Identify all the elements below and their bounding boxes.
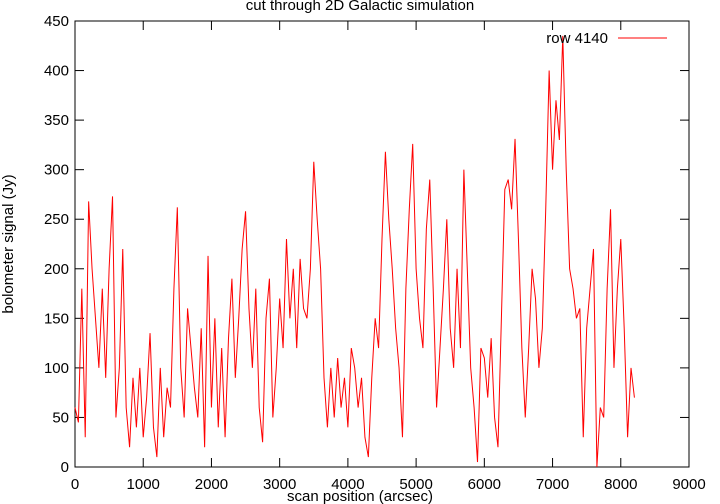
x-tick-label: 2000 — [195, 476, 228, 493]
plot-frame — [74, 20, 690, 468]
x-tick-label: 9000 — [672, 476, 705, 493]
x-tick-label: 4000 — [331, 476, 364, 493]
x-tick-label: 5000 — [399, 476, 432, 493]
data-line — [74, 35, 635, 468]
y-tick-label: 350 — [44, 112, 69, 129]
legend-label: row 4140 — [546, 30, 608, 47]
x-tick-label: 8000 — [604, 476, 637, 493]
x-tick-label: 3000 — [263, 476, 296, 493]
x-tick-label: 1000 — [127, 476, 160, 493]
x-tick-label: 7000 — [536, 476, 569, 493]
y-axis-label: bolometer signal (Jy) — [0, 174, 17, 313]
y-tick-label: 300 — [44, 162, 69, 179]
y-tick-label: 100 — [44, 360, 69, 377]
x-axis-label: scan position (arcsec) — [287, 488, 433, 504]
y-tick-label: 150 — [44, 310, 69, 327]
y-tick-label: 0 — [61, 459, 69, 476]
y-tick-label: 200 — [44, 261, 69, 278]
chart-title: cut through 2D Galactic simulation — [246, 0, 474, 14]
x-tick-label: 0 — [71, 476, 79, 493]
y-tick-label: 250 — [44, 211, 69, 228]
x-tick-label: 6000 — [468, 476, 501, 493]
y-tick-label: 50 — [52, 409, 69, 426]
y-tick-label: 400 — [44, 63, 69, 80]
y-tick-label: 450 — [44, 13, 69, 30]
